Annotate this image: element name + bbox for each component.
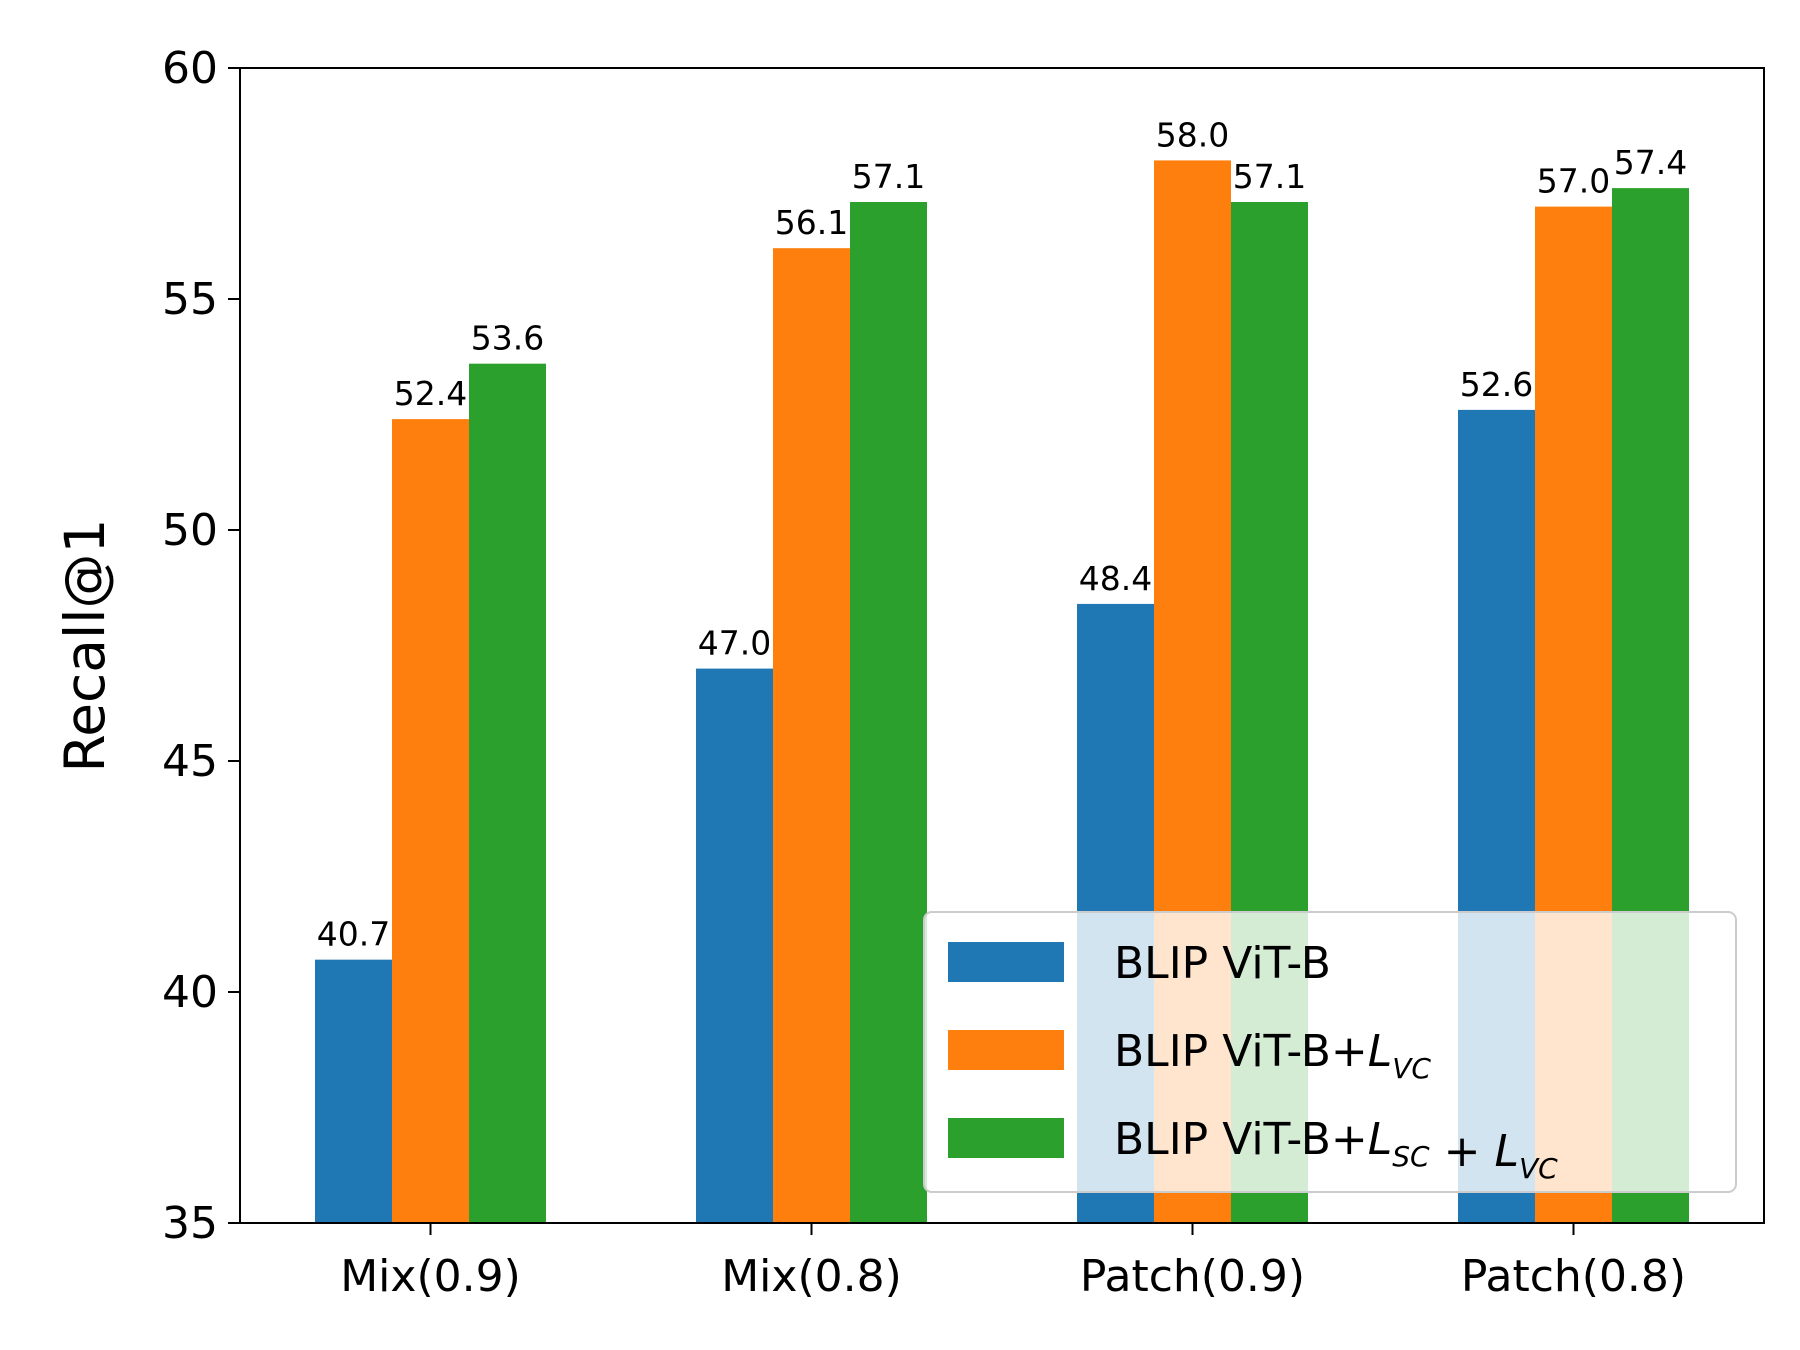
bar [850,201,927,1224]
y-tick-label: 55 [162,274,218,325]
bar-value-label: 57.4 [1614,143,1687,182]
y-tick-label: 35 [162,1198,218,1249]
x-tick-label: Mix(0.9) [340,1251,521,1302]
legend-swatch [948,1118,1064,1158]
bar-value-label: 53.6 [471,319,544,358]
bar [315,959,392,1223]
bar [773,248,850,1223]
y-tick-label: 40 [162,967,218,1018]
bar-value-label: 52.4 [394,374,467,413]
legend-swatch [948,942,1064,982]
bar-value-label: 47.0 [698,624,771,663]
y-tick-label: 60 [162,43,218,94]
x-tick-label: Patch(0.9) [1080,1251,1305,1302]
bar [469,363,546,1223]
x-tick-label: Patch(0.8) [1461,1251,1686,1302]
y-tick-label: 50 [162,505,218,556]
bar [392,419,469,1223]
x-axis-ticks: Mix(0.9) Mix(0.8) Patch(0.9) Patch(0.8) [340,1223,1686,1302]
bar-labels-group: 40.752.453.647.056.157.148.458.057.152.6… [317,115,1687,953]
bar [696,668,773,1223]
bar-value-label: 57.1 [1233,157,1306,196]
bar-value-label: 56.1 [775,203,848,242]
legend-box [923,911,1737,1193]
legend-label: BLIP ViT-B+LSC + LVC [1114,1114,1558,1185]
axes-frame [239,67,1765,1224]
x-tick-label: Mix(0.8) [721,1251,902,1302]
y-axis-ticks: 35 40 45 50 55 60 [162,43,240,1249]
legend: BLIP ViT-B BLIP ViT-B+LVC BLIP ViT-B+LSC +… [923,911,1737,1193]
y-axis-label: Recall@1 [53,518,117,772]
legend-label: BLIP ViT-B+LVC [1114,1026,1431,1085]
bar-value-label: 48.4 [1079,559,1152,598]
bar-value-label: 52.6 [1460,365,1533,404]
y-tick-label: 45 [162,736,218,787]
legend-swatch [948,1030,1064,1070]
legend-label: BLIP ViT-B [1114,938,1331,989]
bar-value-label: 40.7 [317,915,390,954]
bar-value-label: 57.0 [1537,162,1610,201]
bar-value-label: 58.0 [1156,115,1229,154]
bar-value-label: 57.1 [852,157,925,196]
